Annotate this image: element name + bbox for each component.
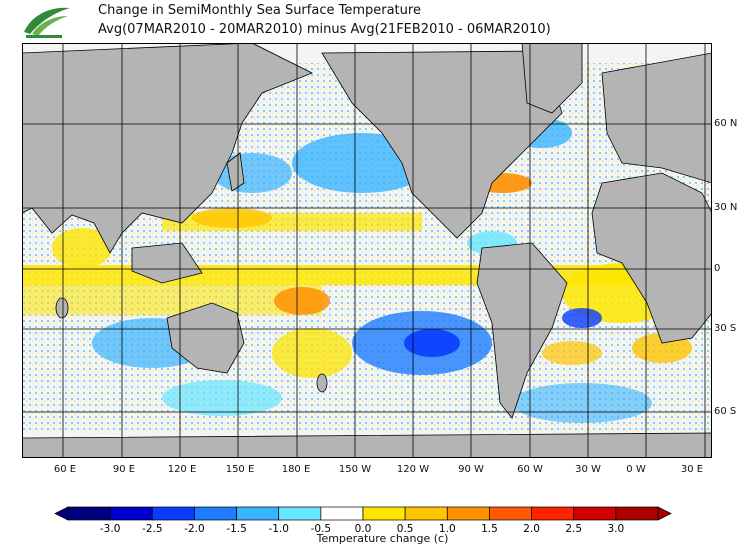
lon-label: 90 W <box>458 464 484 475</box>
asia-landmass <box>22 43 313 254</box>
colorbar-tick-label: -1.0 <box>268 523 289 535</box>
lat-label-60n: 60 N <box>714 118 738 129</box>
lon-label: 120 W <box>396 464 430 475</box>
lat-label-60s: 60 S <box>714 406 737 417</box>
colorbar-tick-label: 1.0 <box>439 523 456 535</box>
colorbar-arrow-high <box>657 506 672 521</box>
colorbar-swatch <box>404 506 448 521</box>
colorbar-tick-label: -0.5 <box>311 523 332 535</box>
colorbar-swatch <box>194 506 237 521</box>
colorbar-swatch <box>236 506 280 521</box>
north-america-landmass <box>321 50 563 239</box>
lon-label: 30 E <box>680 464 704 475</box>
colorbar-swatch <box>615 506 659 521</box>
colorbar-swatch <box>362 506 406 521</box>
lon-label: 150 W <box>338 464 372 475</box>
lon-label: 60 E <box>53 464 77 475</box>
colorbar-swatch <box>320 506 364 521</box>
land-masses <box>22 43 712 458</box>
agency-logo <box>24 7 70 38</box>
europe-landmass <box>601 52 712 184</box>
lon-label: 90 E <box>112 464 136 475</box>
lat-label-30s: 30 S <box>714 323 737 334</box>
australia-landmass <box>166 302 245 374</box>
south-america-landmass <box>476 242 568 419</box>
map-subtitle: Avg(07MAR2010 - 20MAR2010) minus Avg(21F… <box>98 22 551 37</box>
colorbar-swatch <box>109 506 153 521</box>
colorbar-tick-label: 3.0 <box>608 523 625 535</box>
antarctica-landmass <box>22 432 712 458</box>
lat-label-30n: 30 N <box>714 202 738 213</box>
colorbar-tick-label: 2.0 <box>523 523 540 535</box>
colorbar-tick-label: -2.0 <box>184 523 205 535</box>
colorbar-tick-label: 1.5 <box>481 523 498 535</box>
colorbar-swatch <box>67 506 111 521</box>
colorbar-swatch <box>278 506 322 521</box>
lon-label: 60 W <box>517 464 543 475</box>
sst-anomaly-map <box>22 43 712 458</box>
lon-label: 0 W <box>626 464 646 475</box>
colorbar-label: Temperature change (c) <box>316 532 449 545</box>
colorbar-swatch <box>531 506 575 521</box>
lat-label-0: 0 <box>714 263 721 274</box>
colorbar-tick-label: -1.5 <box>226 523 247 535</box>
map-title: Change in SemiMonthly Sea Surface Temper… <box>98 3 421 18</box>
sea-islands <box>131 242 203 284</box>
lon-label: 30 W <box>575 464 601 475</box>
colorbar-tick-label: 0.5 <box>397 523 414 535</box>
colorbar-swatch <box>573 506 617 521</box>
colorbar-swatch <box>489 506 532 521</box>
colorbar-swatch <box>151 506 195 521</box>
graticule <box>22 43 712 458</box>
colorbar-arrow-low <box>54 506 69 521</box>
lon-label: 180 E <box>281 464 311 475</box>
africa-landmass <box>591 172 712 344</box>
greenland-landmass <box>521 43 583 114</box>
colorbar-tick-label: -2.5 <box>142 523 163 535</box>
japan-landmass <box>226 152 245 192</box>
lon-label: 120 E <box>167 464 197 475</box>
colorbar-tick-label: 0.0 <box>355 523 372 535</box>
lon-label: 150 E <box>225 464 255 475</box>
colorbar-swatch <box>446 506 490 521</box>
colorbar-tick-label: 2.5 <box>565 523 582 535</box>
colorbar-tick-label: -3.0 <box>100 523 121 535</box>
